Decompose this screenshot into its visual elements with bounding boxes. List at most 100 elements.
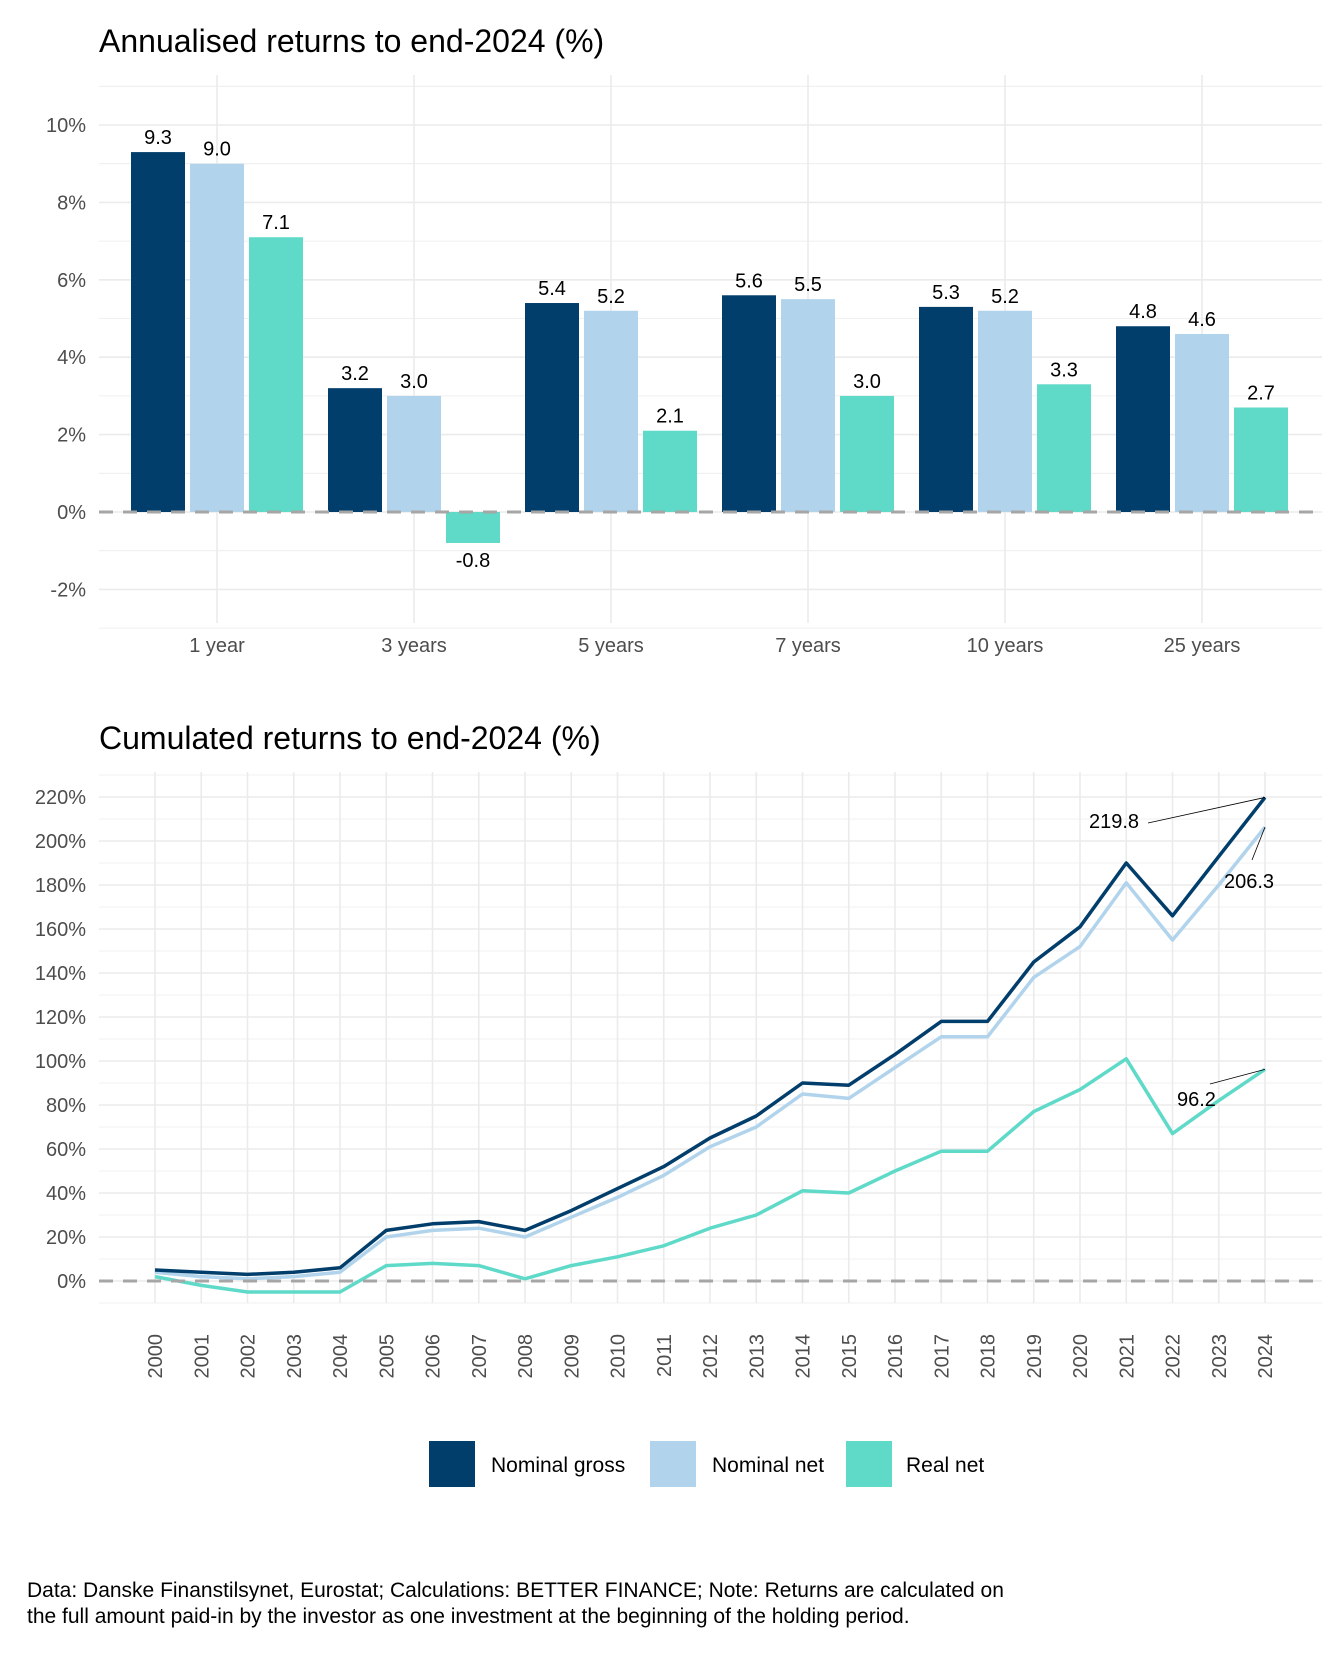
y-tick-label: 10%	[46, 115, 86, 137]
y-tick-label: 20%	[46, 1227, 86, 1249]
data-label: 9.0	[203, 139, 231, 161]
bar-real-net	[249, 237, 303, 513]
x-tick-label: 2004	[330, 1334, 352, 1379]
data-label: 4.6	[1188, 309, 1216, 331]
bar-nominal-net	[978, 310, 1032, 512]
legend-swatch-real-net	[846, 1441, 892, 1487]
line-chart-axes: 2000 2001 2002 2003 2004 2005 2006 2007 2008 2009…	[35, 787, 1322, 1379]
data-label: 5.3	[932, 282, 960, 304]
x-tick-label: 2005	[376, 1334, 398, 1379]
x-tick-label: 7 years	[775, 635, 841, 657]
bar-nominal-net	[1175, 333, 1229, 512]
x-tick-label: 5 years	[578, 635, 644, 657]
data-label: 3.3	[1050, 359, 1078, 381]
end-label-real-net: 96.2	[1177, 1089, 1216, 1111]
data-label: 2.7	[1247, 383, 1275, 405]
data-label: -0.8	[456, 550, 490, 572]
bar-nominal-gross	[919, 306, 973, 512]
data-label: 2.1	[656, 406, 684, 428]
y-tick-label: 140%	[35, 963, 86, 985]
y-tick-label: 80%	[46, 1095, 86, 1117]
y-tick-label: 100%	[35, 1051, 86, 1073]
y-tick-label: 2%	[57, 425, 86, 447]
x-tick-label: 2000	[145, 1334, 167, 1379]
x-tick-label: 2016	[885, 1334, 907, 1379]
line-chart-lines: 219.8 206.3 96.2	[154, 796, 1274, 1294]
source-note-line-1: Data: Danske Finanstilsynet, Eurostat; C…	[27, 1579, 1004, 1602]
x-tick-label: 2020	[1070, 1334, 1092, 1379]
line-chart-grid	[99, 772, 1322, 1304]
x-tick-label: 2007	[469, 1334, 491, 1379]
y-tick-label: 200%	[35, 831, 86, 853]
bar-real-net	[1037, 384, 1091, 512]
y-tick-label: 0%	[57, 502, 86, 524]
x-tick-label: 3 years	[381, 635, 447, 657]
annotation-leader-line	[1147, 797, 1266, 824]
line-nominal-net	[154, 826, 1267, 1281]
x-tick-label: 2008	[515, 1334, 537, 1379]
data-label: 5.4	[538, 278, 566, 300]
x-tick-label: 2006	[423, 1334, 445, 1379]
bar-real-net	[643, 430, 697, 512]
x-tick-label: 2015	[839, 1334, 861, 1379]
annotation-leader-line	[1209, 1068, 1266, 1085]
data-label: 5.2	[597, 286, 625, 308]
x-tick-label: 2023	[1209, 1334, 1231, 1379]
bar-real-net	[840, 395, 894, 512]
line-real-net	[154, 1057, 1266, 1294]
x-tick-label: 25 years	[1164, 635, 1241, 657]
bar-chart-axes: 1 year 3 years 5 years 7 years 10 years 25 ye…	[46, 115, 1322, 657]
bar-nominal-gross	[328, 388, 382, 512]
line-nominal-gross	[154, 796, 1267, 1277]
legend-label-nominal-net: Nominal net	[712, 1454, 824, 1477]
legend-swatch-nominal-gross	[429, 1441, 475, 1487]
y-tick-label: 220%	[35, 787, 86, 809]
data-label: 5.6	[735, 270, 763, 292]
x-tick-label: 2001	[191, 1334, 213, 1379]
y-tick-label: 40%	[46, 1183, 86, 1205]
x-tick-label: 2011	[654, 1334, 676, 1377]
bar-nominal-net	[387, 395, 441, 512]
y-tick-label: 180%	[35, 875, 86, 897]
legend-label-nominal-gross: Nominal gross	[491, 1454, 625, 1477]
data-label: 7.1	[262, 212, 290, 234]
y-tick-label: 4%	[57, 347, 86, 369]
legend: Nominal gross Nominal net Real net	[429, 1441, 984, 1487]
y-tick-label: 6%	[57, 270, 86, 292]
bar-chart-title: Annualised returns to end-2024 (%)	[99, 23, 604, 59]
x-tick-label: 2014	[793, 1334, 815, 1379]
x-tick-label: 2017	[931, 1334, 953, 1379]
y-tick-label: 60%	[46, 1139, 86, 1161]
end-label-nominal-gross: 219.8	[1089, 811, 1139, 833]
data-label: 5.5	[794, 274, 822, 296]
y-tick-label: 120%	[35, 1007, 86, 1029]
legend-label-real-net: Real net	[906, 1454, 984, 1477]
end-label-nominal-net: 206.3	[1224, 871, 1274, 893]
bar-nominal-gross	[131, 152, 185, 512]
data-label: 9.3	[144, 127, 172, 149]
x-tick-label: 2022	[1163, 1334, 1185, 1379]
x-tick-label: 2010	[608, 1334, 630, 1379]
bar-nominal-net	[190, 163, 244, 512]
bar-nominal-gross	[722, 295, 776, 512]
bar-nominal-gross	[1116, 326, 1170, 512]
y-tick-label: 160%	[35, 919, 86, 941]
x-tick-label: 2019	[1024, 1334, 1046, 1379]
x-tick-label: 2003	[284, 1334, 306, 1379]
data-label: 4.8	[1129, 301, 1157, 323]
bar-real-net	[1234, 407, 1288, 512]
x-tick-label: 2024	[1255, 1334, 1277, 1379]
data-label: 3.2	[341, 363, 369, 385]
x-tick-label: 2018	[978, 1334, 1000, 1379]
bar-chart-bars: 9.3 9.0 7.1 3.2 3.0 -0.8 5.4 5.2 2.1 5.6 5.5 3.0 5.3…	[131, 127, 1288, 572]
legend-swatch-nominal-net	[650, 1441, 696, 1487]
data-label: 5.2	[991, 286, 1019, 308]
y-tick-label: 0%	[57, 1271, 86, 1293]
bar-nominal-gross	[525, 303, 579, 512]
x-tick-label: 2012	[700, 1334, 722, 1379]
bar-nominal-net	[584, 310, 638, 512]
y-tick-label: 8%	[57, 192, 86, 214]
x-tick-label: 2009	[561, 1334, 583, 1379]
bar-real-net	[446, 512, 500, 543]
